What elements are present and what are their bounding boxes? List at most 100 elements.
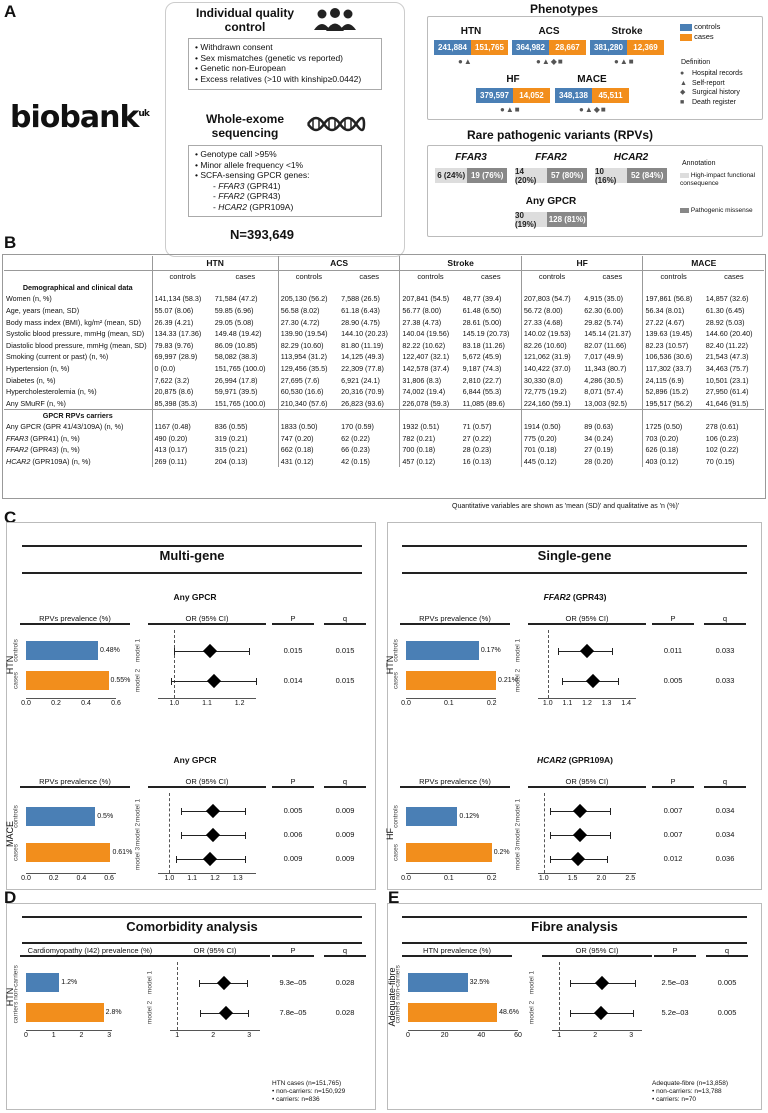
qc-title: Individual quality control [195,6,294,34]
prevalence-bar-label: 2.8% [105,1009,122,1016]
q-column-header: q [324,614,366,625]
or-tick-label: 1.5 [567,875,578,882]
table-row: Diabetes (n, %) 7,622 (3.2) 26,994 (17.8) 2… [4,374,764,386]
table-value: 61.48 (6.50) [462,306,502,316]
table-value: 26,994 (17.8) [214,375,258,385]
table-value: 10,501 (23.1) [705,375,749,385]
table-value: 140.04 (19.56) [399,327,461,340]
wes-title: Whole-exome sequencing [205,112,284,140]
rpv-missense: 52 (84%) [627,168,667,183]
table-value: 701 (0.18) [520,443,583,456]
table-cell [582,282,643,294]
table-value: 83.18 (11.26) [462,340,505,350]
table-cell [339,282,400,294]
table-row: FFAR3 (GPR41) (n, %) 490 (0.20) 319 (0.21)… [4,432,764,444]
annotation-missense: Pathogenic missense [680,207,760,215]
table-value: 16 (0.13) [462,456,492,466]
definition-title: Definition [681,59,711,66]
annotation-missense-label: Pathogenic missense [690,207,753,214]
null-line [547,630,549,698]
q-value: 0.009 [335,806,355,815]
table-value: 626 (0.18) [642,443,704,456]
prevalence-tick-label: 0.4 [81,700,91,707]
row-label: Smoking (current or past) (n, %) [6,352,109,362]
rpv-gene-name: HCAR2 [613,152,649,163]
or-tick-label: 1.1 [202,700,212,707]
prevalence-axis [408,1030,518,1031]
table-value: 1914 (0.50) [520,420,583,433]
table-value: 82.26 (10.60) [520,339,583,352]
legend-cases: cases [680,32,714,41]
phenotype-definition-icons: ●▲ [458,57,473,66]
prevalence-bar [26,671,109,690]
row-label: Body mass index (BMI), kg/m² (mean, SD) [6,317,141,327]
multi-gene-panel [6,522,376,890]
table-row: Body mass index (BMI), kg/m² (mean, SD) 2… [4,316,764,328]
single-gene-rule-bottom [402,572,747,574]
table-value: 56.58 (8.02) [277,304,340,317]
table-cell [461,282,522,294]
qc-criteria-box: Withdrawn consentSex mismatches (genetic… [188,38,382,90]
multi-gene-rule-bottom [22,572,362,574]
qc-list: Withdrawn consentSex mismatches (genetic… [195,42,375,84]
table-value: 145.14 (21.37) [584,329,631,339]
table-value: 27.33 (4.68) [520,316,583,328]
rpv-missense: 57 (80%) [547,168,587,183]
group-header: Stroke [399,256,522,271]
prevalence-axis [26,873,116,874]
qc-item: Withdrawn consent [195,42,375,53]
p-value: 7.8e–05 [279,1008,307,1017]
table-value: 315 (0.21) [214,445,248,455]
row-gene: HCAR2 [6,456,31,466]
prevalence-tick-label: 0.0 [401,700,411,707]
table-row: GPCR RPVs carriers [4,408,764,421]
fibre-rule-top [402,916,747,918]
note-line: HTN cases (n=151,765) [272,1080,342,1087]
table-value: 102 (0.22) [705,445,739,455]
plot-title-gene: FFAR2 [543,592,571,602]
panel-label-b: B [4,233,17,252]
people-icon [312,8,358,38]
table-row: Age, years (mean, SD) 55.07 (8.06) 59.85 (… [4,304,764,317]
ci-cap-high [634,980,636,987]
subgroup-header: controls [520,270,583,282]
table-value: 20,875 (8.6) [151,385,213,398]
prevalence-column-header: HTN prevalence (%) [402,946,512,957]
table-value: 82.22 (10.62) [399,339,461,352]
prevalence-bar-label: 0.5% [97,813,114,820]
table-value: 56.77 (8.00) [399,304,461,317]
table-value: 14,857 (32.6) [705,294,749,304]
prevalence-bar [406,641,479,660]
table-value: 4,286 (30.5) [584,375,623,385]
row-label: Hypercholesterolemia (n, %) [6,387,97,397]
table-value: 1725 (0.50) [642,420,704,433]
table-row: HCAR2 (GPR109A) (n, %) 269 (0.11) 204 (0.1… [4,455,764,468]
table-value: 20,316 (70.9) [341,387,384,397]
baseline-table: HTN ACS Stroke HF MACE controls cases controls c… [4,256,764,468]
wes-item: Minor allele frequency <1% [195,160,375,171]
section-header: Demographical and clinical data [22,282,133,292]
phenotype-controls-count: 379,597 [476,88,513,103]
table-value: 62 (0.22) [341,433,370,443]
or-column-header: OR (95% CI) [148,614,266,625]
table-footnote: Quantitative variables are shown as 'mea… [452,503,680,510]
row-rest: (GPR41) (n, %) [28,433,80,443]
table-value: 82.29 (10.60) [277,339,340,352]
prevalence-tick-label: 0.0 [21,700,31,707]
table-value: 27.38 (4.73) [399,316,461,328]
table-value: 457 (0.12) [399,455,461,468]
table-value: 121,062 (31.9) [520,351,583,363]
row-label: Any SMuRF (n, %) [6,398,66,408]
table-cell [520,281,583,294]
plot-title: Any GPCR [173,592,217,602]
prevalence-tick-label: 0.1 [443,700,454,707]
q-value: 0.036 [715,854,735,863]
p-column-header: P [652,777,694,788]
subgroup-header: controls [642,270,704,282]
prevalence-tick-label: 2 [79,1032,84,1039]
prevalence-bar-label: 48.6% [499,1009,519,1016]
prevalence-bar [26,843,111,862]
table-value: 26,823 (93.6) [341,398,384,408]
table-value: 170 (0.59) [341,422,374,432]
table-value: 69,997 (28.9) [151,351,213,363]
